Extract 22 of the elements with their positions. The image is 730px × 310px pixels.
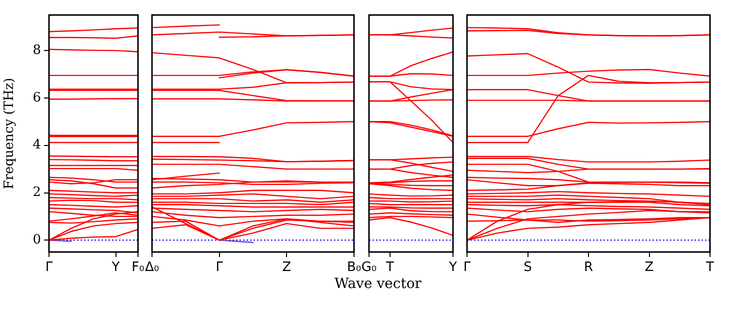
- x-tick-label: R: [584, 260, 594, 276]
- x-tick-label: Y: [110, 260, 120, 276]
- y-tick-label: 8: [32, 42, 41, 58]
- x-tick-label: Γ: [216, 260, 224, 276]
- y-axis-title: Frequency (THz): [2, 78, 18, 190]
- x-tick-label: Z: [282, 260, 292, 276]
- y-tick-label: 2: [32, 185, 41, 200]
- x-tick-label: Γ: [463, 260, 472, 276]
- x-axis-title: Wave vector: [334, 276, 422, 292]
- x-tick-label: B₀: [346, 260, 362, 276]
- x-tick-label: T: [385, 260, 394, 276]
- x-tick-label: S: [524, 260, 532, 276]
- x-tick-label: Z: [644, 260, 654, 276]
- y-tick-label: 0: [32, 232, 41, 248]
- y-tick-label: 6: [32, 90, 41, 106]
- x-tick-label: Γ: [45, 260, 54, 276]
- y-tick-label: 4: [32, 138, 41, 153]
- x-tick-label: T: [705, 260, 714, 276]
- x-tick-label: Y: [448, 260, 458, 276]
- x-tick-label: F₀: [132, 260, 144, 276]
- x-tick-label: G₀: [361, 260, 377, 276]
- x-tick-label: Δ₀: [144, 260, 160, 276]
